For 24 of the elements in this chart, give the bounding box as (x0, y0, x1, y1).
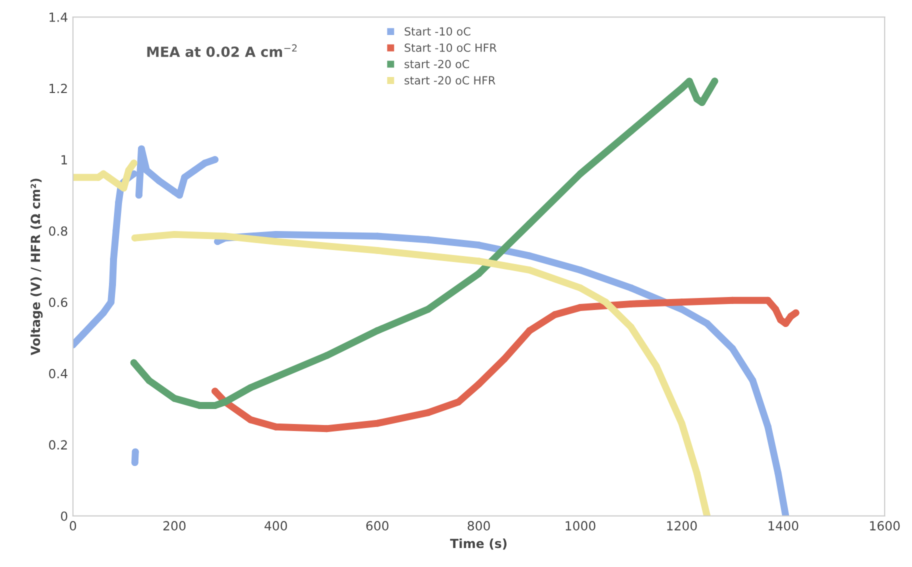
y-tick-label: 0.6 (49, 298, 68, 308)
x-tick-label: 400 (264, 521, 287, 531)
legend-label: start -20 oC HFR (404, 76, 496, 85)
y-tick-label: 1.4 (50, 12, 68, 22)
x-tick-label: 600 (366, 521, 388, 531)
y-tick-label: 0 (60, 511, 68, 521)
y-tick-label: 1 (62, 155, 67, 164)
x-tick-label: 1400 (768, 521, 798, 531)
y-tick-label: 1.2 (50, 84, 67, 94)
y-tick-label: 0.8 (49, 226, 68, 236)
x-axis-title: Time (s) (450, 538, 506, 550)
y-tick-label: 0.2 (49, 440, 67, 450)
legend-label: start -20 oC (404, 60, 470, 68)
legend-label: Start -10 oC (404, 27, 470, 36)
x-tick-label: 1200 (667, 521, 697, 531)
legend-label: Start -10 oC HFR (404, 44, 497, 52)
y-tick-label: 0.4 (49, 368, 68, 378)
x-tick-label: 1600 (870, 521, 900, 531)
x-tick-label: 0 (70, 521, 76, 531)
x-tick-label: 800 (468, 521, 490, 531)
y-axis-title: Voltage (V) / HFR (Ω cm²) (30, 178, 43, 356)
text: MEA at 0.02 A cm$^{−2}$ (147, 44, 297, 58)
x-tick-label: 200 (163, 521, 186, 531)
x-tick-label: 1000 (566, 521, 596, 531)
